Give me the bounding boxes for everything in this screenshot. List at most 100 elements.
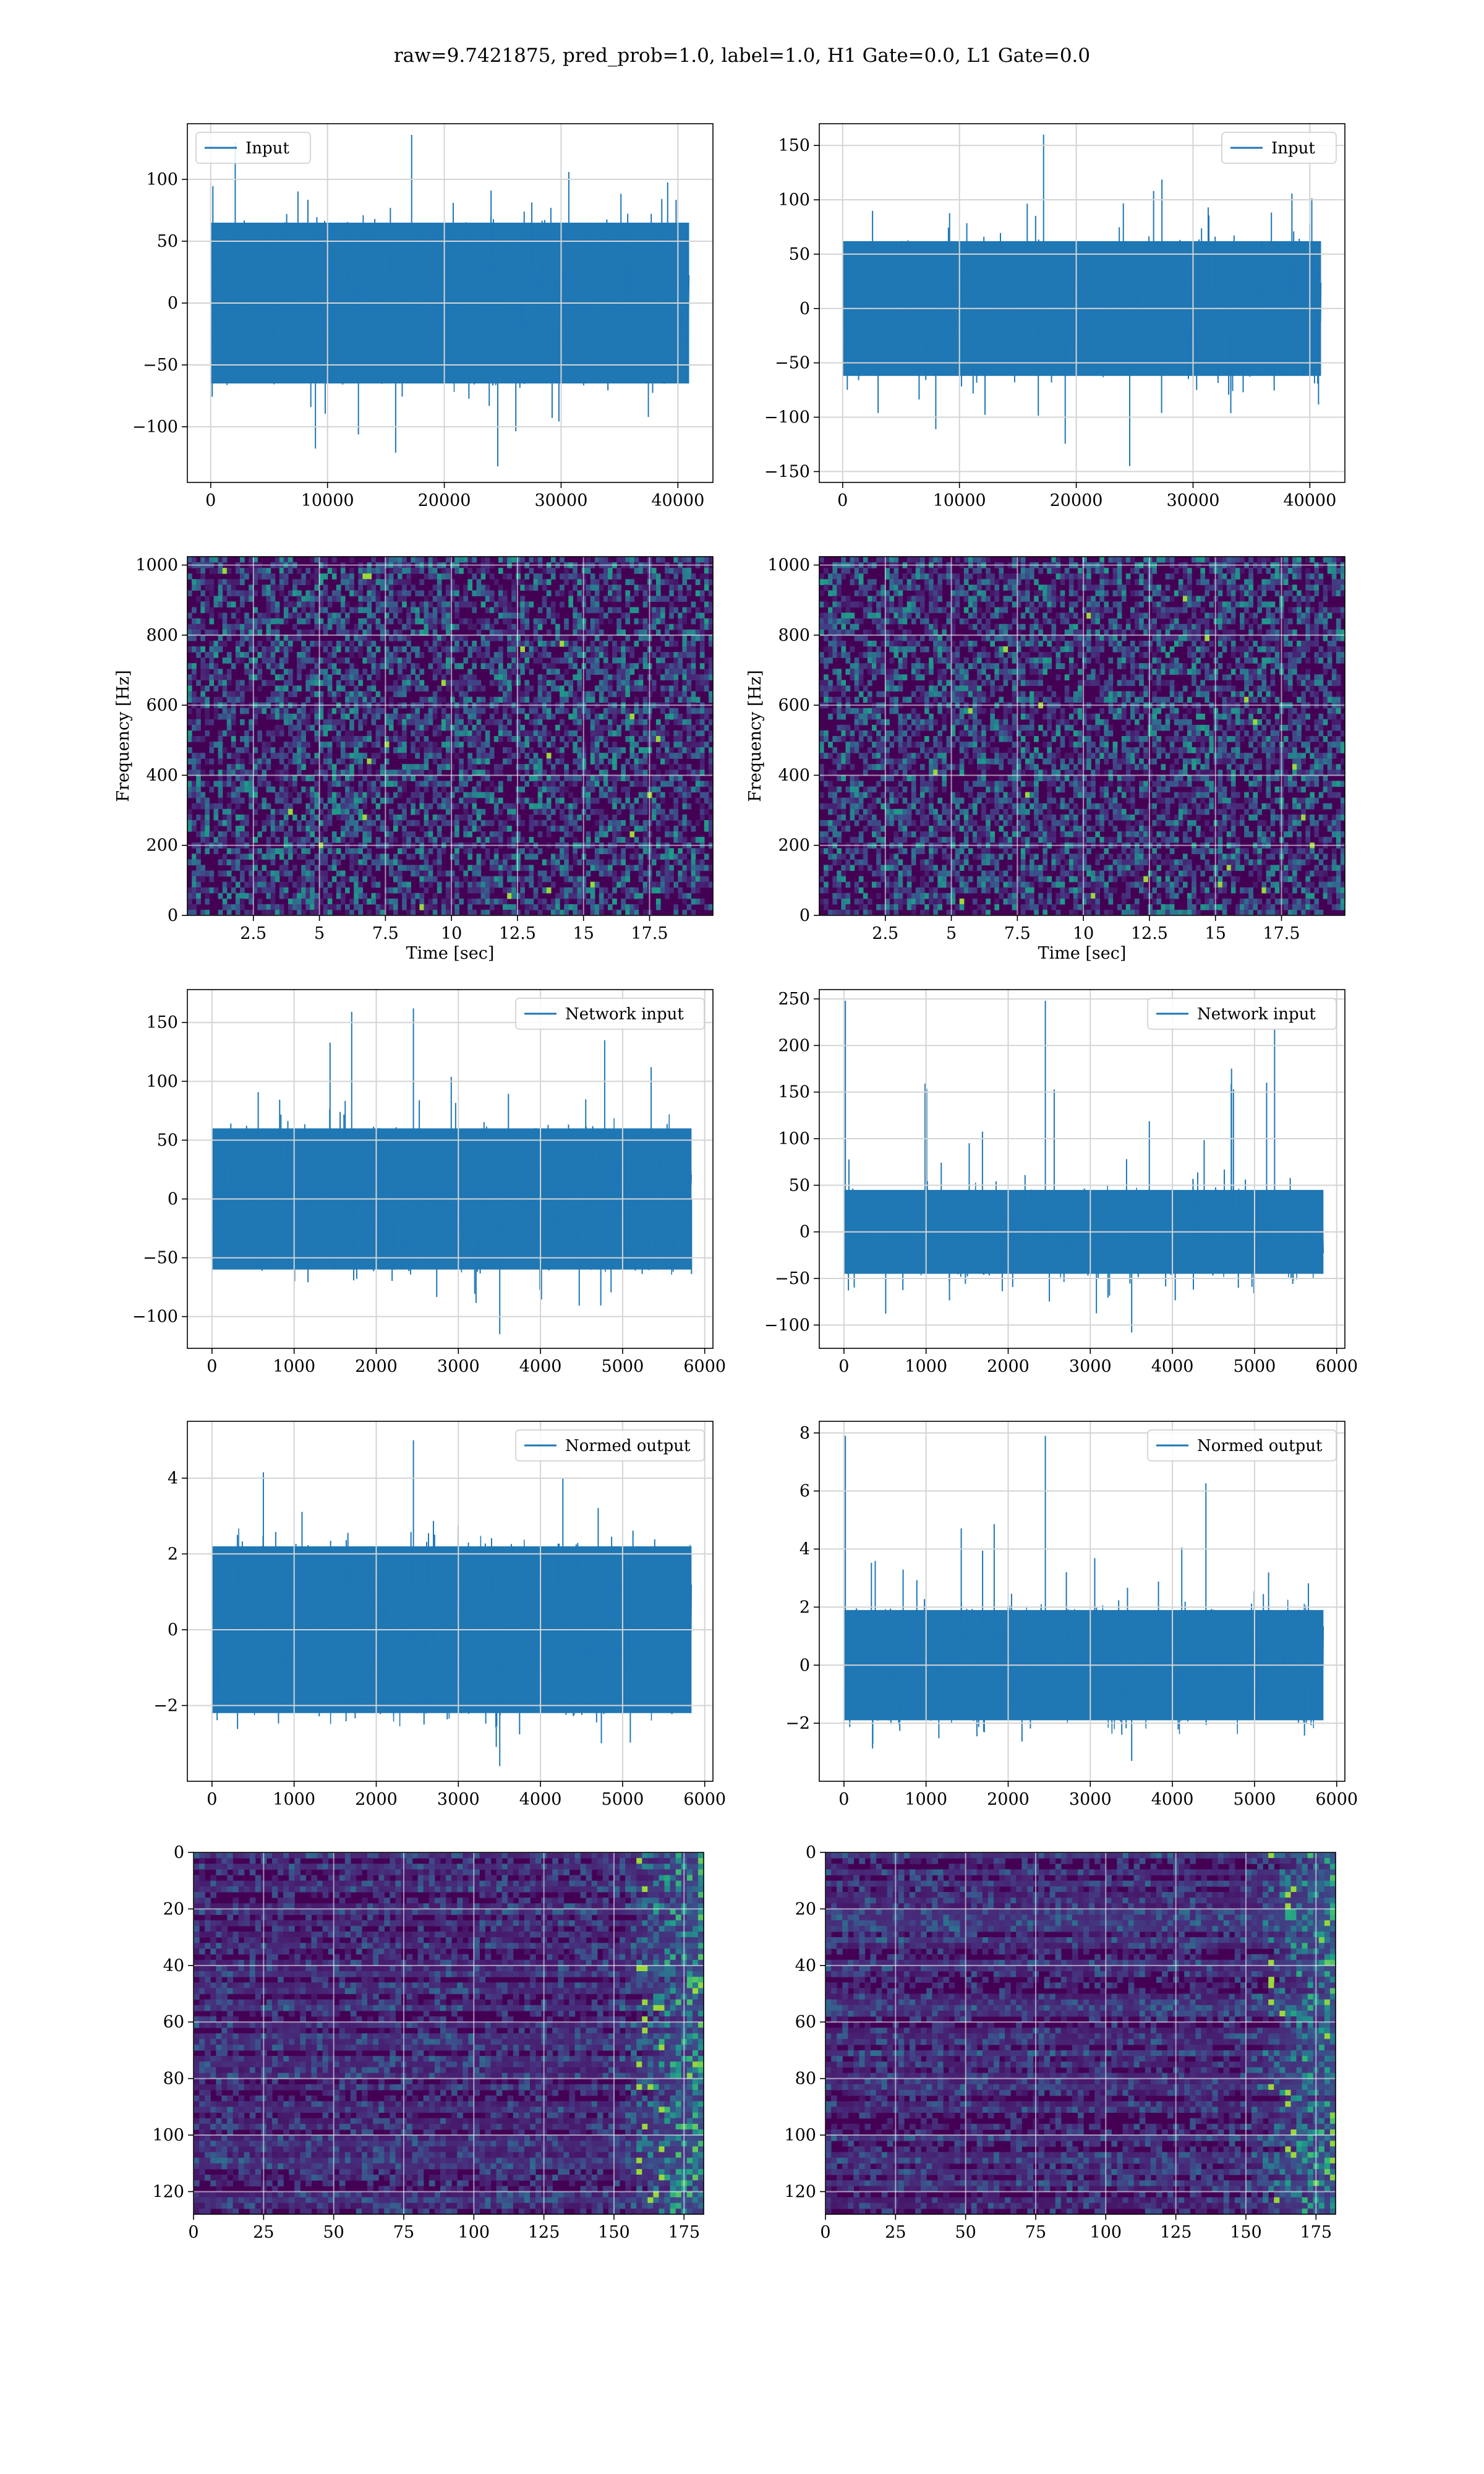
feature-map-h1-xtick-label: 100	[458, 2223, 490, 2242]
spectrogram-h1-plot-area	[187, 557, 713, 915]
network-input-l1-ytick-label: 100	[778, 1129, 810, 1149]
subplot-input-h1: 0 10000 20000 30000 40000 −100 −50 0 50 100 Input	[132, 123, 714, 510]
normed-output-h1-xtick-label: 2000	[355, 1790, 398, 1809]
input-l1-signal-line	[842, 242, 1322, 378]
spectrogram-h1-xtick-label: 2.5	[240, 924, 267, 943]
input-h1-ytick-label: 50	[157, 232, 178, 251]
input-h1-ytick-label: −100	[132, 417, 178, 437]
feature-map-h1-xtick-label: 25	[253, 2223, 274, 2242]
subplot-network-input-h1: 0 1000 2000 3000 4000 5000 6000 −100 −50 0 50 100 15…	[132, 989, 726, 1376]
normed-output-l1-ytick-label: 0	[800, 1656, 810, 1675]
feature-map-h1-ytick-label: 60	[163, 2013, 184, 2032]
network-input-l1-ticks: 0 1000 2000 3000 4000 5000 6000 −100 −50 0 50 100 15…	[764, 990, 1358, 1376]
input-l1-xtick-label: 40000	[1283, 491, 1336, 510]
feature-map-h1-ytick-label: 100	[152, 2126, 184, 2145]
feature-map-h1-plot-area	[194, 1852, 704, 2214]
spectrogram-h1-ytick-label: 1000	[135, 556, 178, 575]
spectrogram-h1-xtick-label: 10	[441, 924, 462, 943]
subplot-input-l1: 0 10000 20000 30000 40000 −150 −100 −50 0 50 100 15…	[764, 123, 1345, 510]
spectrogram-h1-xlabel: Time [sec]	[406, 944, 495, 963]
network-input-l1-ytick-label: −100	[764, 1316, 810, 1335]
network-input-l1-ytick-label: 250	[778, 990, 810, 1009]
network-input-l1-xtick-label: 3000	[1069, 1357, 1112, 1376]
feature-map-h1-heatmap-cells	[194, 1852, 704, 2214]
feature-map-h1-ytick-label: 40	[163, 1956, 184, 1975]
network-input-h1-ticks: 0 1000 2000 3000 4000 5000 6000 −100 −50 0 50 100 15…	[132, 1013, 726, 1376]
network-input-l1-ytick-label: −50	[775, 1269, 810, 1288]
spectrogram-l1-xtick-label: 17.5	[1263, 924, 1300, 943]
normed-output-h1-ytick-label: 2	[168, 1544, 178, 1564]
network-input-l1-xtick-label: 5000	[1234, 1357, 1276, 1376]
feature-map-l1-frame	[825, 1852, 1336, 2215]
feature-map-h1-ytick-label: 120	[152, 2182, 184, 2201]
network-input-h1-xtick-label: 4000	[519, 1357, 562, 1376]
input-l1-legend-label: Input	[1271, 139, 1315, 158]
spectrogram-l1-plot-area	[819, 557, 1345, 915]
input-l1-ytick-label: 50	[789, 245, 810, 264]
feature-map-l1-ytick-label: 0	[806, 1843, 816, 1862]
subplot-network-input-l1: 0 1000 2000 3000 4000 5000 6000 −100 −50 0 50 100 15…	[764, 989, 1358, 1376]
normed-output-l1-xtick-label: 4000	[1151, 1790, 1194, 1809]
feature-map-l1-ytick-label: 40	[795, 1956, 816, 1975]
normed-output-l1-xtick-label: 6000	[1315, 1790, 1358, 1809]
normed-output-l1-legend: Normed output	[1147, 1429, 1337, 1462]
network-input-l1-plot-area	[843, 1001, 1324, 1333]
normed-output-h1-xtick-label: 0	[207, 1790, 217, 1809]
feature-map-h1-xtick-label: 75	[393, 2223, 414, 2242]
input-h1-ytick-label: 100	[146, 170, 178, 189]
normed-output-l1-legend-label: Normed output	[1197, 1437, 1323, 1455]
figure-suptitle: raw=9.7421875, pred_prob=1.0, label=1.0,…	[394, 45, 1090, 67]
network-input-h1-xtick-label: 6000	[683, 1357, 726, 1376]
spectrogram-h1-xtick-label: 5	[314, 924, 325, 943]
spectrogram-h1-xtick-label: 7.5	[372, 924, 399, 943]
normed-output-l1-xtick-label: 5000	[1234, 1790, 1276, 1809]
input-l1-frame	[819, 123, 1345, 483]
spectrogram-l1-xtick-label: 2.5	[872, 924, 898, 943]
spectrogram-h1-ytick-label: 200	[146, 836, 178, 855]
normed-output-l1-ticks: 0 1000 2000 3000 4000 5000 6000 −2 0 2 4 6 8	[785, 1424, 1358, 1809]
subplot-spectrogram-h1: 2.5 5 7.5 10 12.5 15 17.5 0 200 400 600 800 1000 Time…	[114, 556, 714, 963]
normed-output-l1-ytick-label: 8	[800, 1424, 810, 1443]
feature-map-l1-ytick-label: 120	[784, 2182, 816, 2201]
spectrogram-h1-ylabel: Frequency [Hz]	[114, 670, 133, 802]
network-input-h1-xtick-label: 5000	[602, 1357, 644, 1376]
feature-map-h1-frame	[193, 1852, 704, 2215]
spectrogram-l1-ytick-label: 400	[778, 766, 810, 785]
normed-output-l1-xtick-label: 1000	[905, 1790, 947, 1809]
input-h1-legend: Input	[195, 132, 311, 164]
subplot-feature-map-l1: 0 25 50 75 100 125 150 175 0 20 40 60 80 100 120	[784, 1843, 1336, 2242]
input-h1-xtick-label: 10000	[301, 491, 354, 510]
input-l1-ytick-label: −150	[764, 462, 810, 481]
input-l1-plot-area	[842, 134, 1322, 466]
network-input-l1-ytick-label: 0	[800, 1223, 810, 1242]
spectrogram-l1-xtick-label: 15	[1205, 924, 1226, 943]
network-input-l1-frame	[819, 989, 1345, 1349]
spectrogram-l1-ticks: 2.5 5 7.5 10 12.5 15 17.5 0 200 400 600 800 1000	[767, 556, 1300, 943]
input-l1-ytick-label: −50	[775, 354, 810, 373]
network-input-l1-ytick-label: 50	[789, 1176, 810, 1195]
input-h1-xtick-label: 30000	[534, 491, 587, 510]
feature-map-l1-xtick-label: 50	[955, 2223, 976, 2242]
input-h1-ytick-label: 0	[168, 294, 178, 313]
network-input-h1-frame	[187, 989, 714, 1349]
feature-map-l1-ticks: 0 25 50 75 100 125 150 175 0 20 40 60 80 100 120	[784, 1843, 1332, 2242]
feature-map-l1-xtick-label: 100	[1090, 2223, 1122, 2242]
network-input-h1-xtick-label: 2000	[355, 1357, 398, 1376]
input-l1-ytick-label: 100	[778, 190, 810, 210]
spectrogram-l1-ytick-label: 1000	[767, 556, 810, 575]
feature-map-l1-xtick-label: 75	[1025, 2223, 1046, 2242]
spectrogram-h1-ytick-label: 0	[168, 906, 178, 925]
normed-output-h1-xtick-label: 1000	[273, 1790, 315, 1809]
normed-output-h1-xtick-label: 5000	[602, 1790, 644, 1809]
spectrogram-h1-xtick-label: 17.5	[631, 924, 668, 943]
network-input-l1-signal-spikes	[845, 1001, 1294, 1333]
network-input-h1-ytick-label: −50	[143, 1249, 178, 1268]
network-input-h1-ytick-label: 50	[157, 1131, 178, 1150]
normed-output-h1-ytick-label: 0	[168, 1620, 178, 1640]
input-l1-grid	[819, 124, 1345, 482]
spectrogram-h1-xtick-label: 12.5	[499, 924, 536, 943]
feature-map-l1-ytick-label: 60	[795, 2013, 816, 2032]
feature-map-l1-ytick-label: 100	[784, 2126, 816, 2145]
normed-output-h1-ytick-label: −2	[153, 1696, 178, 1715]
network-input-h1-xtick-label: 1000	[273, 1357, 315, 1376]
